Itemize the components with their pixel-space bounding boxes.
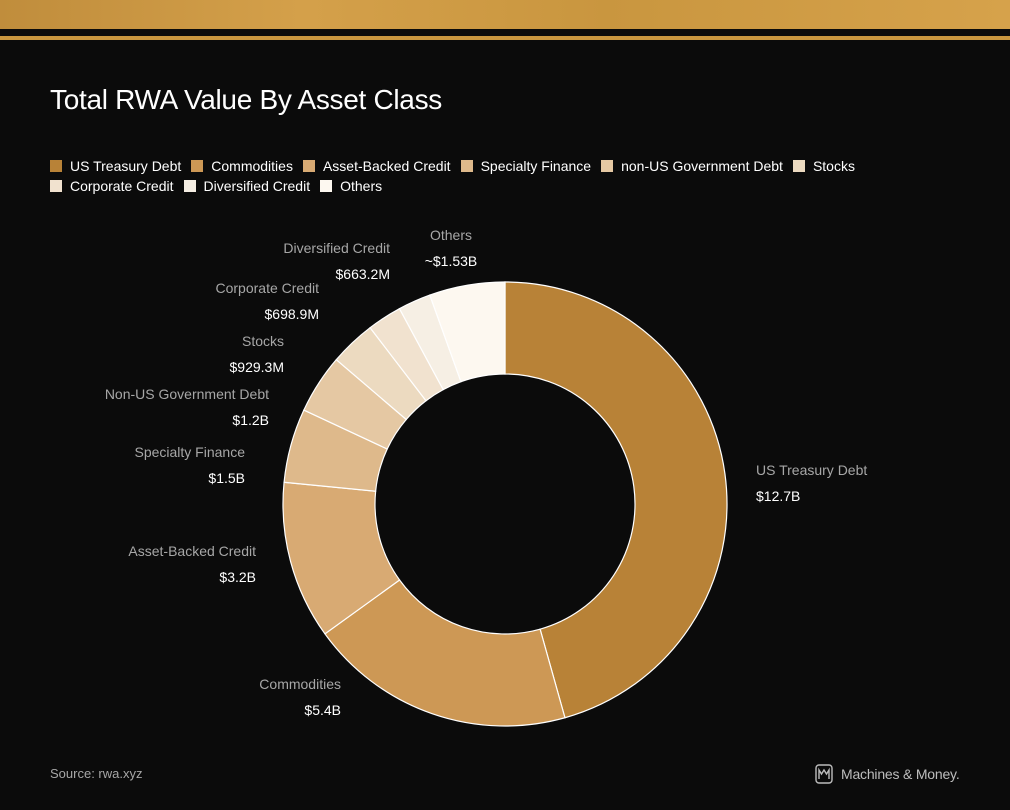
slice-value-non-us-government-debt: $1.2B [232,412,269,428]
slice-value-corporate-credit: $698.9M [265,306,319,322]
legend-label: Asset-Backed Credit [322,158,451,174]
slice-label-non-us-government-debt: Non-US Government Debt [105,386,269,402]
source-note: Source: rwa.xyz [50,766,143,781]
slice-others [429,281,506,383]
legend-item-non-us-government-debt: non-US Government Debt [601,159,783,173]
slice-label-commodities: Commodities [259,676,341,692]
legend-item-asset-backed-credit: Asset-Backed Credit [302,158,451,174]
legend-item-others: Others [320,179,382,193]
brand-name: Machines & Money. [841,766,960,782]
legend-label: Corporate Credit [70,178,174,194]
legend-swatch [183,180,196,192]
slice-label-diversified-credit: Diversified Credit [283,240,390,256]
top-gold-band [0,0,1010,29]
legend-item-stocks: Stocks [792,158,855,174]
slice-label-specialty-finance: Specialty Finance [134,444,245,460]
legend-swatch [792,160,805,172]
legend-label: Others [340,178,383,194]
slice-value-others: ~$1.53B [425,253,478,269]
slice-value-commodities: $5.4B [304,702,341,718]
slice-value-asset-backed-credit: $3.2B [219,569,256,585]
legend-label: Stocks [812,158,855,174]
legend-item-corporate-credit: Corporate Credit [50,179,174,193]
legend-label: US Treasury Debt [70,158,182,174]
legend-swatch [50,160,62,172]
legend-item-commodities: Commodities [191,159,293,173]
legend-label: non-US Government Debt [621,158,783,174]
slice-value-stocks: $929.3M [230,359,284,375]
legend-item-us-treasury-debt: US Treasury Debt [50,159,181,173]
chart-legend: US Treasury Debt Commodities Asset-Backed … [50,159,930,193]
slice-label-us-treasury-debt: US Treasury Debt [756,462,867,478]
slice-us-treasury-debt [504,281,728,719]
top-gold-line [0,36,1010,40]
legend-label: Commodities [211,158,293,174]
legend-swatch [601,160,614,172]
legend-swatch [302,160,315,172]
legend-label: Diversified Credit [203,178,311,194]
legend-swatch [50,180,62,192]
slice-label-others: Others [430,227,472,243]
legend-swatch [460,160,473,172]
slice-label-corporate-credit: Corporate Credit [216,280,320,296]
chart-title: Total RWA Value By Asset Class [50,84,442,115]
legend-swatch [191,160,204,172]
legend-swatch [320,180,333,192]
slice-value-specialty-finance: $1.5B [208,470,245,486]
slice-value-diversified-credit: $663.2M [336,266,390,282]
legend-label: Specialty Finance [480,158,592,174]
slice-label-asset-backed-credit: Asset-Backed Credit [128,543,256,559]
brand: Machines & Money. [815,764,960,784]
slice-commodities [324,579,566,727]
legend-item-diversified-credit: Diversified Credit [183,178,311,194]
slice-value-us-treasury-debt: $12.7B [756,488,800,504]
legend-item-specialty-finance: Specialty Finance [460,158,592,174]
slice-label-stocks: Stocks [242,333,284,349]
machines-money-logo-icon [815,764,833,784]
